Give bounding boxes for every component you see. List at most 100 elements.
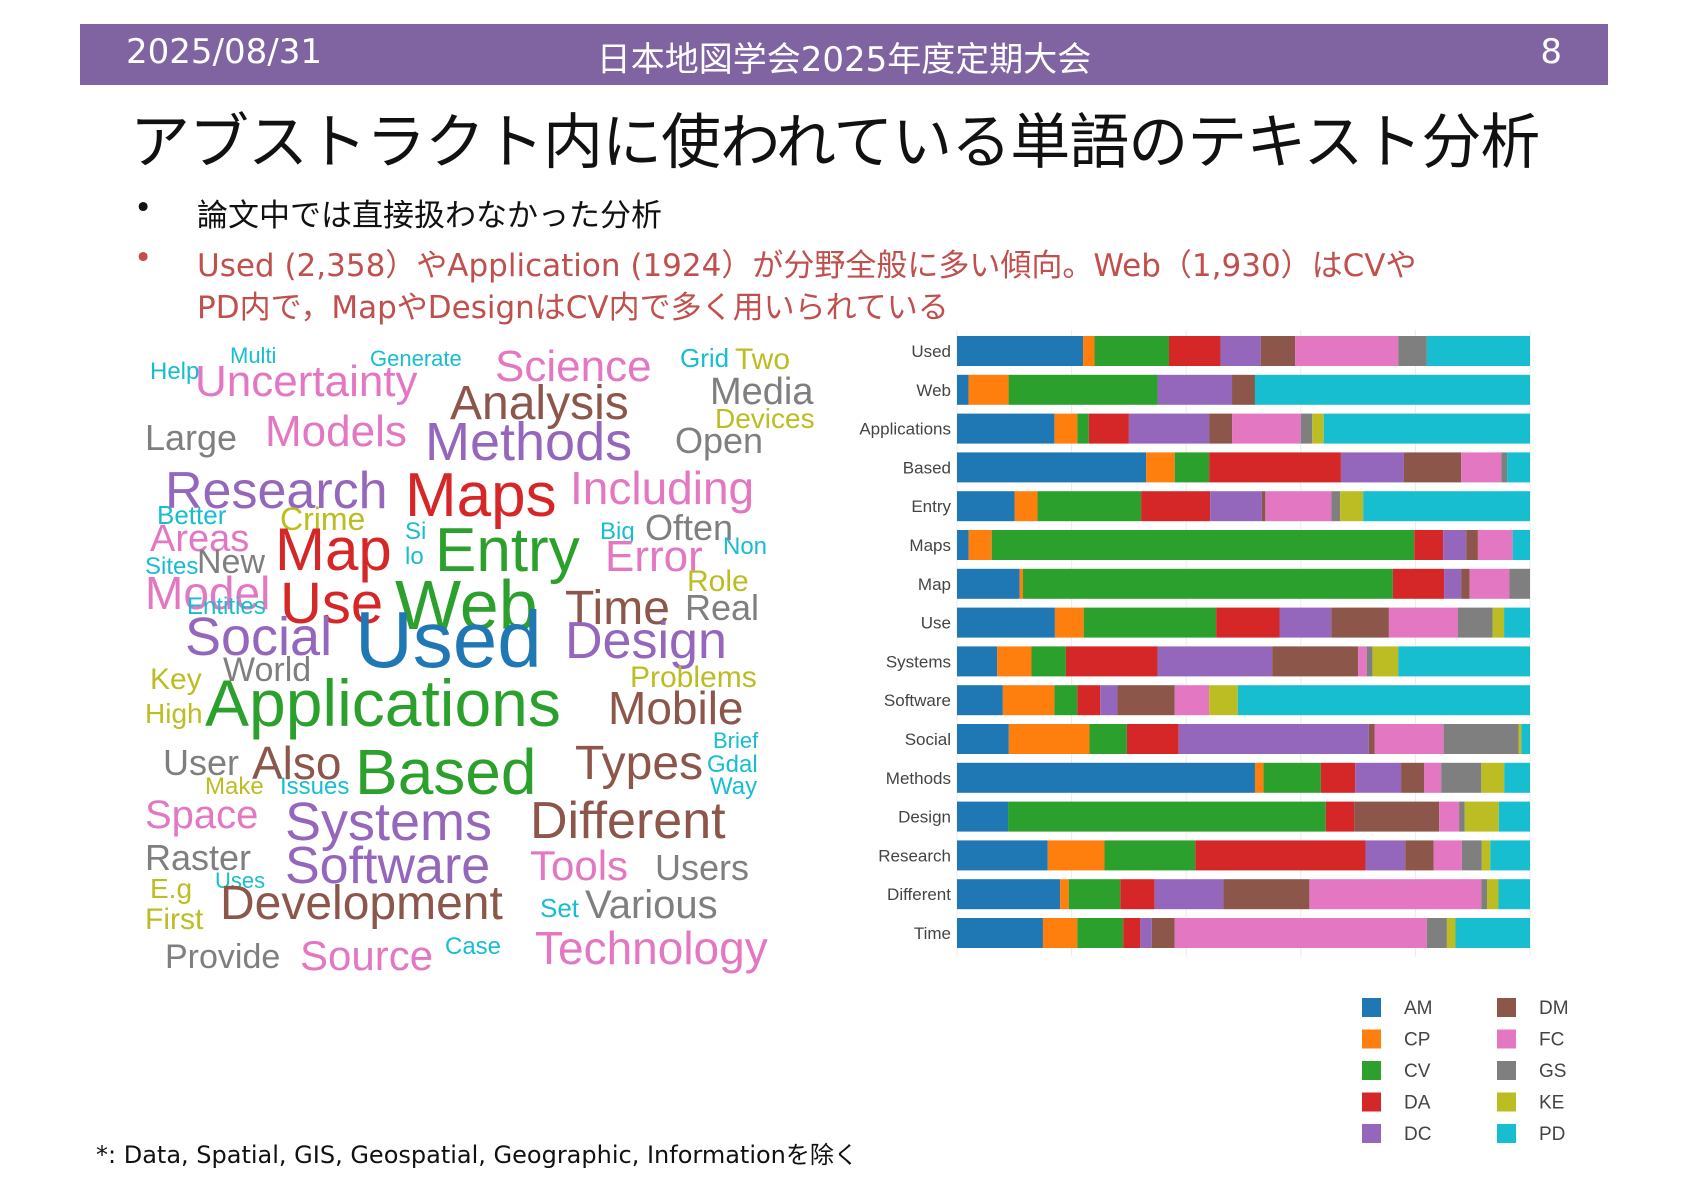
legend-label: PD	[1539, 1124, 1565, 1145]
y-tick-label: Maps	[909, 536, 951, 555]
slide-title: アブストラクト内に使われている単語のテキスト分析	[130, 108, 1540, 178]
bar-segment	[1042, 918, 1078, 948]
y-tick-label: Entry	[911, 497, 951, 516]
bar-segment	[1117, 685, 1175, 716]
cloud-word: Maps	[405, 461, 557, 530]
stacked-bar-chart-svg: Used Web Applications Based Entry Maps Map Use S…	[859, 330, 1569, 1145]
cloud-word: Mobile	[608, 682, 744, 734]
bar-segment	[1444, 568, 1462, 599]
bar-segment	[1368, 724, 1375, 754]
bar-segment	[957, 530, 969, 560]
bar-segment	[1120, 879, 1155, 910]
header-conference: 日本地図学会2025年度定期大会	[596, 40, 1092, 80]
cloud-word: Models	[265, 407, 407, 456]
cloud-word: Applications	[205, 666, 561, 740]
word-cloud: Help Multi Generate Science Grid Two Uncertain…	[145, 335, 845, 1035]
bar-segment	[1398, 336, 1427, 366]
bar-segment	[1498, 879, 1530, 910]
bar-segment	[1209, 685, 1238, 716]
cloud-word: Including	[570, 462, 755, 514]
bar-segment	[1083, 607, 1217, 638]
y-tick-label: Research	[878, 846, 951, 865]
cloud-word: Make	[205, 773, 264, 800]
bar-segment	[1254, 762, 1264, 793]
bar-segment	[1100, 685, 1118, 716]
bar-segment	[1295, 336, 1399, 366]
bar-segment	[997, 646, 1032, 677]
bar-segment	[957, 646, 998, 677]
cloud-word: Model	[145, 567, 271, 619]
cloud-word: Key	[150, 663, 202, 696]
cloud-word: Analysis	[450, 377, 629, 430]
bar-segment	[1498, 801, 1530, 832]
bar-segment	[1443, 724, 1519, 754]
bar-segment	[1126, 724, 1179, 754]
legend-swatch	[1362, 1029, 1381, 1049]
cloud-word: Issues	[280, 773, 350, 800]
bar-segment	[1358, 646, 1367, 677]
bar-segment	[1512, 530, 1530, 560]
cloud-word: Problems	[630, 661, 757, 694]
cloud-word: Set	[540, 893, 580, 923]
cloud-word: Users	[655, 847, 750, 888]
bar-segment	[1023, 568, 1393, 599]
bar-segment	[1365, 840, 1406, 871]
cloud-word: Areas	[150, 518, 250, 560]
slide-header: 2025/08/31 日本地図学会2025年度定期大会 8	[80, 24, 1608, 85]
y-tick-label: Used	[911, 342, 951, 361]
legend-swatch	[1497, 998, 1516, 1017]
bar-segment	[1104, 840, 1196, 871]
bar-segment	[1363, 491, 1530, 522]
y-tick-label: Different	[887, 885, 951, 904]
bar-segment	[1331, 607, 1389, 638]
legend-label: DM	[1539, 998, 1569, 1019]
cloud-word: Uses	[215, 868, 266, 893]
cloud-word: Also	[252, 737, 342, 789]
legend-swatch	[1497, 1029, 1516, 1049]
legend-swatch	[1362, 998, 1381, 1017]
bar-segment	[1423, 762, 1442, 793]
legend-label: FC	[1539, 1030, 1564, 1051]
bar-segment	[1019, 568, 1024, 599]
bar-segment	[1354, 801, 1440, 832]
footnote: *: Data, Spatial, GIS, Geospatial, Geogr…	[96, 1141, 858, 1169]
cloud-word: Provide	[165, 938, 281, 976]
cloud-word: Big	[600, 518, 635, 545]
bar-segment	[1509, 568, 1530, 599]
header-date: 2025/08/31	[126, 32, 322, 72]
bar-segment	[1060, 879, 1069, 910]
cloud-word: Grid	[680, 343, 730, 373]
bar-segment	[1458, 607, 1493, 638]
bar-segment	[1441, 762, 1482, 793]
bar-segment	[957, 879, 1061, 910]
bar-segment	[1392, 568, 1445, 599]
bar-segment	[957, 336, 1084, 366]
bar-segment	[1146, 452, 1175, 483]
cloud-word: Software	[285, 837, 491, 895]
y-tick-label: Map	[918, 575, 951, 594]
legend-swatch	[1497, 1061, 1516, 1080]
cloud-word: Research	[165, 462, 388, 520]
bar-segment	[1077, 413, 1089, 444]
stacked-bar-chart: Used Web Applications Based Entry Maps Map Use S…	[840, 330, 1600, 1160]
legend-label: DA	[1404, 1093, 1431, 1114]
bar-segment	[1426, 918, 1447, 948]
cloud-word: Brief	[713, 728, 759, 753]
bar-segment	[957, 685, 1003, 716]
cloud-word: Technology	[535, 922, 768, 974]
bar-segment	[1504, 607, 1530, 638]
bar-segment	[1455, 918, 1530, 948]
bar-segment	[1065, 646, 1158, 677]
cloud-word: Development	[220, 877, 503, 930]
cloud-word: Used	[355, 595, 542, 684]
cloud-word: Crime	[280, 501, 366, 537]
bar-segment	[1157, 374, 1233, 405]
bar-segment	[1141, 491, 1211, 522]
cloud-word: Map	[275, 516, 392, 583]
y-tick-label: Applications	[859, 420, 951, 439]
bar-segment	[957, 568, 1020, 599]
bar-segment	[1469, 568, 1510, 599]
cloud-word: Open	[675, 420, 764, 461]
cloud-word: Devices	[715, 403, 815, 434]
bar-segment	[1054, 413, 1078, 444]
